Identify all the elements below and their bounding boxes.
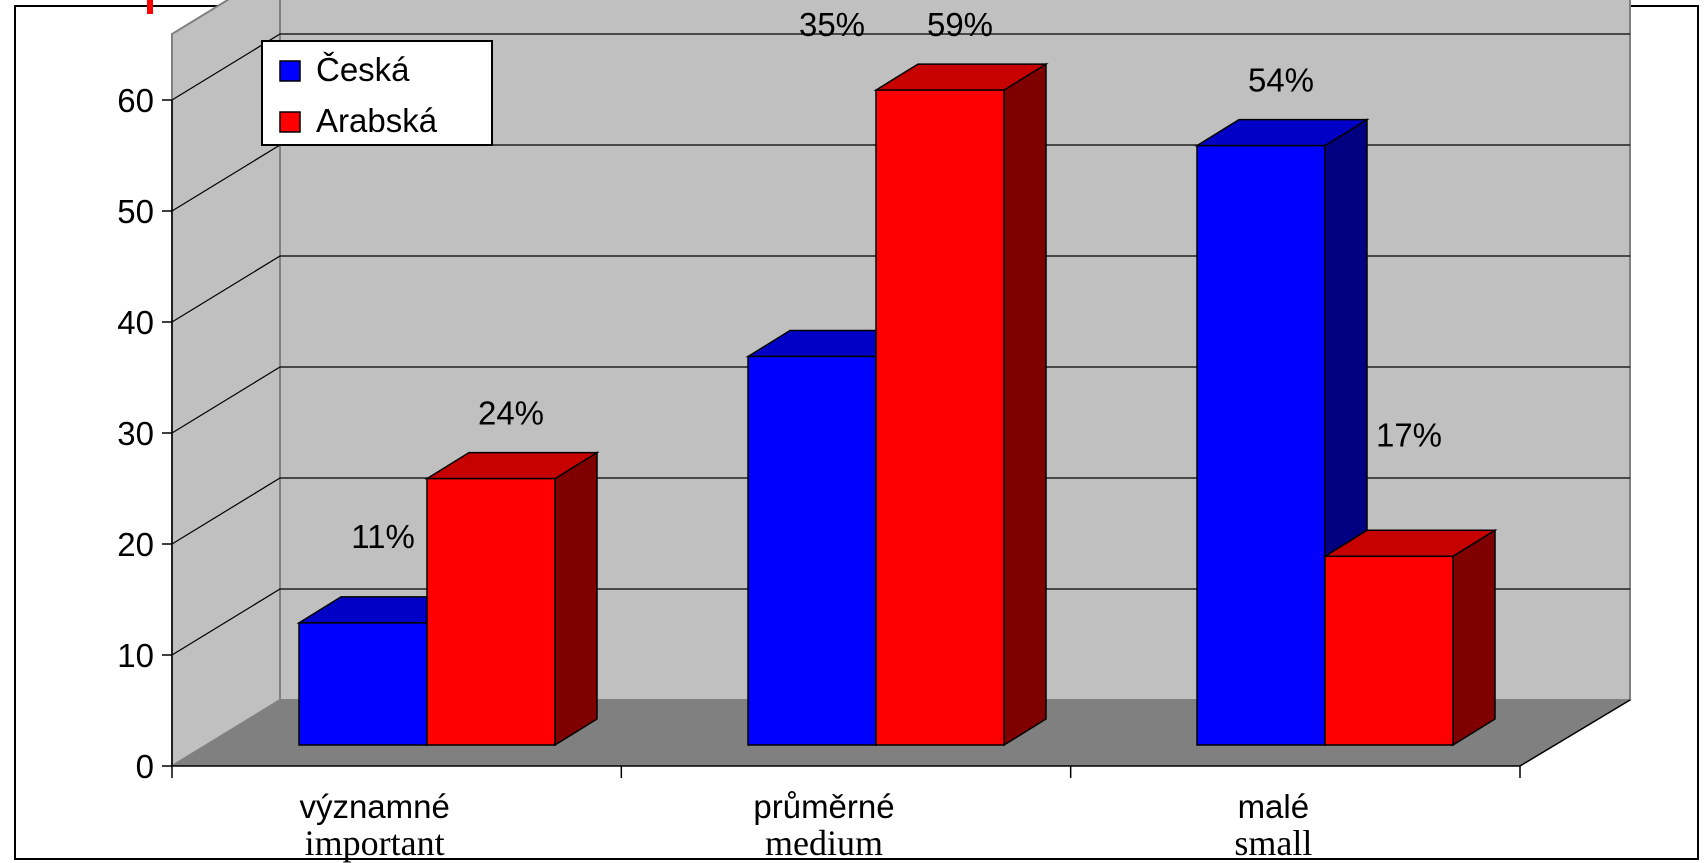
legend-label-arabska: Arabská xyxy=(316,102,438,139)
bar-front xyxy=(1324,555,1454,746)
y-tick-label: 0 xyxy=(136,748,154,785)
bar-front xyxy=(875,89,1005,746)
data-label: 54% xyxy=(1248,62,1314,99)
bar-front xyxy=(298,622,428,746)
legend-swatch-arabska xyxy=(279,111,301,133)
data-label: 11% xyxy=(351,518,415,555)
y-tick-label: 50 xyxy=(117,193,154,230)
category-label-cz: průměrné xyxy=(753,788,894,825)
bar-0-1 xyxy=(424,451,600,747)
legend-label-ceska: Česká xyxy=(316,51,410,88)
bar-side xyxy=(1003,62,1047,747)
y-tick-label: 10 xyxy=(117,637,154,674)
category-label-en: small xyxy=(1234,823,1312,863)
gridline xyxy=(171,366,1630,434)
bar-front xyxy=(747,355,877,746)
data-label: 17% xyxy=(1376,416,1442,453)
x-axis-depth xyxy=(1519,699,1631,767)
category-label-cz: významné xyxy=(299,788,449,825)
bar-front xyxy=(426,477,556,746)
data-label: 35% xyxy=(799,6,865,43)
category-label-en: important xyxy=(305,823,445,863)
gridline xyxy=(171,33,1630,101)
category-label-cz: malé xyxy=(1238,788,1310,825)
axes xyxy=(162,99,1631,778)
data-labels: 11% 24% 35% 59% 54% 17% xyxy=(351,6,1442,555)
bar-side xyxy=(1452,528,1496,747)
data-label: 24% xyxy=(478,395,544,432)
category-label-en: medium xyxy=(765,823,883,863)
bars xyxy=(296,62,1498,747)
legend-swatch-ceska xyxy=(279,60,301,82)
y-tick-labels: 0 10 20 30 40 50 60 xyxy=(117,82,154,785)
gridline xyxy=(171,477,1630,545)
gridline xyxy=(171,588,1630,656)
y-tick-label: 60 xyxy=(117,82,154,119)
legend: Česká Arabská xyxy=(261,40,493,146)
bar-2-1 xyxy=(1322,528,1498,747)
y-tick-label: 40 xyxy=(117,304,154,341)
bar-1-1 xyxy=(873,62,1049,747)
data-label: 59% xyxy=(927,6,993,43)
y-tick-label: 20 xyxy=(117,526,154,563)
bar-side xyxy=(554,451,598,747)
gridline xyxy=(171,255,1630,323)
y-tick-label: 30 xyxy=(117,415,154,452)
top-decoration-left xyxy=(147,0,153,14)
bar-front xyxy=(1196,144,1326,746)
